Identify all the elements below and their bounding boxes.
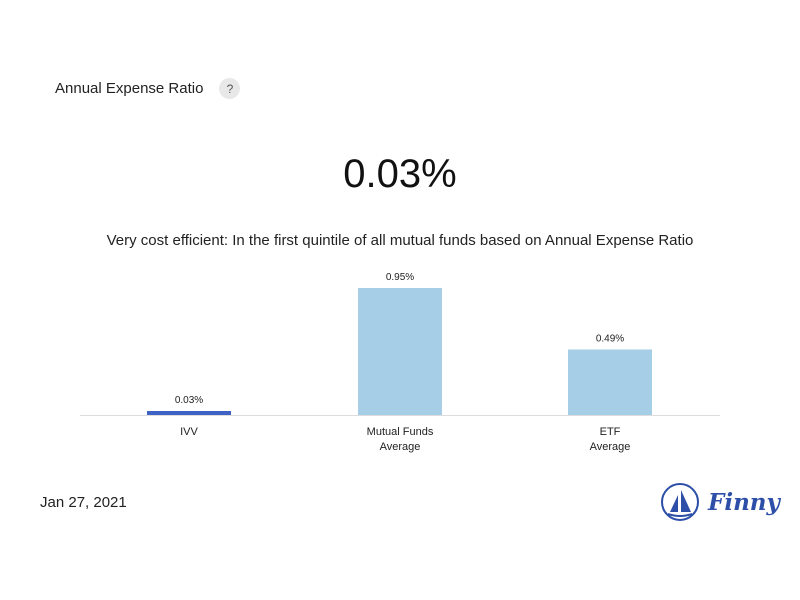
bar[interactable] <box>358 288 442 415</box>
chart-title: Annual Expense Ratio <box>55 80 204 97</box>
bar-chart: 0.03% IVV 0.95% Mutual Funds Average 0.49% ETF… <box>80 272 720 453</box>
help-icon[interactable]: ? <box>219 78 241 99</box>
bar[interactable] <box>568 349 652 415</box>
chart-header: Annual Expense Ratio ? <box>55 78 241 99</box>
data-label: 0.95% <box>386 272 414 283</box>
bar[interactable] <box>147 410 231 415</box>
headline-value: 0.03% <box>343 152 457 196</box>
category-label: Average <box>590 441 631 453</box>
description-text: Very cost efficient: In the first quinti… <box>106 232 694 249</box>
finny-logo: Finny <box>660 482 780 522</box>
as-of-date: Jan 27, 2021 <box>40 494 127 511</box>
category-label: Mutual Funds <box>367 426 434 438</box>
category-label: IVV <box>180 426 198 438</box>
logo-text: Finny <box>708 488 780 516</box>
data-label: 0.49% <box>596 333 624 344</box>
sailboat-icon <box>661 483 699 521</box>
data-label: 0.03% <box>175 395 203 406</box>
category-label: Average <box>380 441 421 453</box>
category-label: ETF <box>600 426 621 438</box>
